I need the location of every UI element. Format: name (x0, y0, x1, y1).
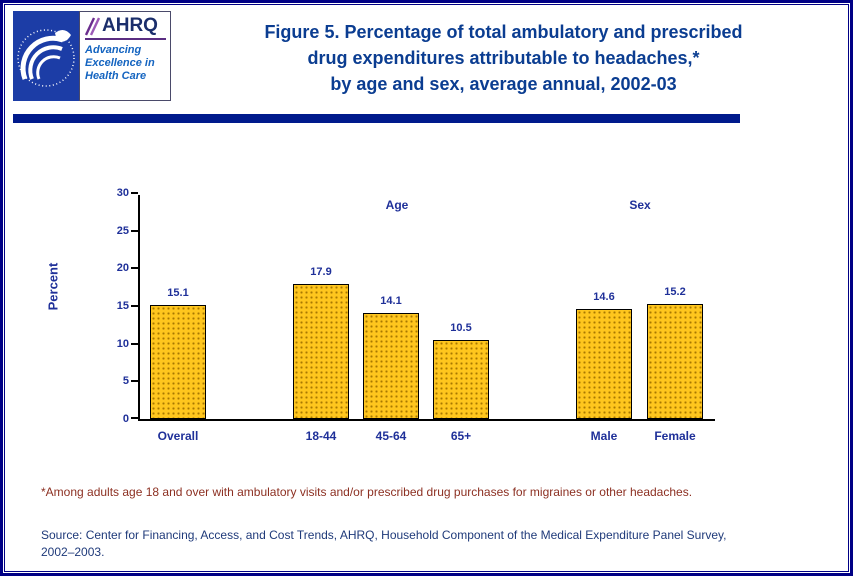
x-axis-label-Overall: Overall (157, 429, 199, 443)
y-axis-tick (131, 380, 138, 382)
source-line-1: Source: Center for Financing, Access, an… (41, 528, 727, 542)
ahrq-tagline-line: Excellence in (85, 57, 155, 69)
y-axis-tick-label-25: 25 (116, 225, 129, 237)
bar-value-18-44: 17.9 (310, 266, 332, 278)
bar-Female (647, 304, 703, 419)
y-axis-tick-label-10: 10 (116, 338, 129, 350)
y-axis-tick (131, 230, 138, 232)
x-axis-label-18-44: 18-44 (305, 429, 337, 443)
ahrq-slashes-icon (85, 17, 100, 36)
bar-value-65+: 10.5 (450, 322, 472, 334)
y-axis-tick-label-20: 20 (116, 262, 129, 274)
source-note: Source: Center for Financing, Access, an… (41, 527, 824, 561)
group-label-sex: Sex (629, 198, 651, 212)
ahrq-tagline: Advancing Excellence in Health Care (85, 44, 166, 83)
source-line-2: 2002–2003. (41, 545, 105, 559)
y-axis-tick (131, 417, 138, 419)
ahrq-acronym: AHRQ (102, 15, 158, 36)
bar-value-Male: 14.6 (593, 291, 615, 303)
y-axis-tick-label-30: 30 (116, 187, 129, 199)
bar-Overall (150, 305, 206, 419)
hhs-eagle-icon (13, 11, 79, 101)
x-axis-label-65+: 65+ (450, 429, 472, 443)
header-divider-bar (13, 114, 740, 123)
footnote: *Among adults age 18 and over with ambul… (41, 485, 693, 499)
y-axis-label: Percent (45, 262, 61, 311)
y-axis-tick (131, 305, 138, 307)
x-axis-label-Female: Female (654, 429, 696, 443)
figure-title-line-2: drug expenditures attributable to headac… (307, 48, 700, 68)
y-axis-tick (131, 343, 138, 345)
group-label-age: Age (385, 198, 409, 212)
y-axis-tick-label-0: 0 (122, 413, 129, 425)
ahrq-tagline-line: Health Care (85, 70, 147, 82)
figure-title-line-1: Figure 5. Percentage of total ambulatory… (264, 22, 743, 42)
bar-value-Overall: 15.1 (167, 287, 189, 299)
figure-title: Figure 5. Percentage of total ambulatory… (183, 19, 824, 97)
x-axis-label-45-64: 45-64 (375, 429, 407, 443)
hhs-logo-background (13, 11, 79, 101)
y-axis-tick-label-15: 15 (116, 300, 129, 312)
bar-Male (576, 309, 632, 419)
y-axis-tick (131, 192, 138, 194)
ahrq-logo: AHRQ Advancing Excellence in Health Care (79, 11, 171, 101)
figure-title-line-3: by age and sex, average annual, 2002-03 (330, 74, 677, 94)
bar-18-44 (293, 284, 349, 419)
bar-chart-plot-area: 15.1 Overall 17.9 18-44 14.1 45-64 10.5 65+ 14.6… (117, 187, 715, 443)
bar-65+ (433, 340, 489, 419)
ahrq-tagline-line: Advancing (85, 44, 142, 56)
y-axis-tick (131, 267, 138, 269)
ahrq-logotype: AHRQ (85, 16, 166, 40)
bar-value-45-64: 14.1 (380, 295, 402, 307)
x-axis-label-Male: Male (590, 429, 618, 443)
bar-45-64 (363, 313, 419, 419)
bar-value-Female: 15.2 (664, 286, 686, 298)
y-axis-tick-label-5: 5 (122, 375, 129, 387)
